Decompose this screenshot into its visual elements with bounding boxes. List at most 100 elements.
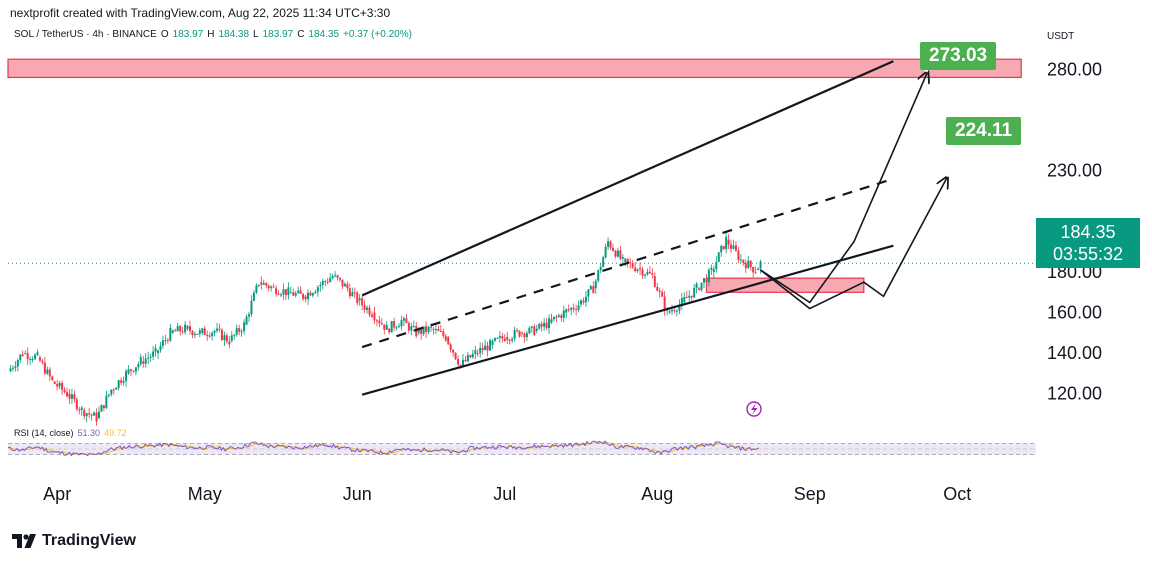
candle [267,284,270,292]
candle [700,282,703,292]
candle-body [51,376,54,380]
candle-body [543,322,546,327]
candle [154,344,157,357]
candle [282,283,285,300]
candle [24,350,27,355]
candle [265,282,268,289]
candle [710,264,713,276]
candle [707,267,710,287]
candle-body [646,271,649,275]
candle [152,346,155,361]
candle [538,322,541,330]
candle-body [388,328,391,333]
candle-body [700,282,703,290]
candle [535,324,538,334]
candle-body [582,300,585,303]
candle [712,265,715,279]
candle-body [661,291,664,297]
rsi-legend: RSI (14, close) 51.30 49.72 [14,428,127,438]
candle-body [634,267,637,272]
candle-body [447,336,450,345]
candle [228,335,231,349]
time-axis[interactable]: Apr May Jun Jul Aug Sep Oct [43,484,971,504]
candle [38,355,41,362]
candle-body [329,278,332,282]
candle [516,328,519,333]
candle-body [555,316,558,318]
candle-body [66,392,69,397]
candle-body [361,298,364,306]
candle-body [324,281,327,283]
candle [75,397,78,412]
candle-body [548,318,551,329]
candle-body [395,327,398,329]
symbol-name[interactable]: SOL / TetherUS · 4h · BINANCE [14,29,157,40]
candle [78,406,81,415]
candle [523,332,526,343]
open-label: O [160,29,169,40]
candle-body [567,309,570,311]
candle [277,290,280,296]
candle [739,253,742,263]
candle-body [518,330,521,337]
candle-body [400,320,403,327]
candle [248,311,251,323]
candle-body [754,272,757,274]
candle-body [279,294,282,296]
candle-body [599,267,602,271]
candle-body [749,260,752,267]
rsi-pane [7,440,1036,457]
candle-body [471,353,474,358]
candle-body [85,413,88,417]
candle [629,257,632,269]
candle [730,239,733,254]
candle-body [425,326,428,333]
y-tick-label: 230.00 [1047,161,1102,181]
candle [179,325,182,336]
channel-lower-line [361,244,894,396]
target-label-224[interactable]: 224.11 [946,117,1022,145]
target-label-273[interactable]: 273.03 [920,42,997,70]
candle-body [575,309,578,311]
candle-body [48,369,51,377]
candle-body [688,295,691,298]
x-tick-label: Sep [794,484,826,504]
candle-body [186,326,189,329]
candle [213,329,216,337]
candle [498,331,501,343]
candle-body [757,268,760,271]
candle-body [725,236,728,250]
candle [572,303,575,313]
candle-body [636,269,639,272]
tradingview-logo[interactable]: TradingView [12,532,136,550]
candle-body [675,310,678,312]
candle [434,323,437,335]
candle-body [461,359,464,366]
candle-body [378,320,381,324]
low-label: L [253,29,259,40]
candle [181,326,184,335]
candle-body [61,382,64,390]
candle [444,333,447,342]
candle-body [159,345,162,351]
candle [34,353,37,361]
candle [481,342,484,355]
candle [491,339,494,350]
candle-body [125,370,128,382]
lightning-icon[interactable] [746,401,762,417]
candle-body [19,354,22,361]
candle-body [626,258,629,263]
candle [464,355,467,363]
candle-body [683,296,686,303]
candle-body [648,271,651,274]
candle-body [678,304,681,311]
candle [233,333,236,340]
candle-body [137,363,140,368]
y-tick-label: 280.00 [1047,59,1102,79]
candle [331,273,334,280]
candle-body [191,330,194,336]
candle [29,356,32,365]
candle-body [228,341,231,345]
candle [503,334,506,342]
